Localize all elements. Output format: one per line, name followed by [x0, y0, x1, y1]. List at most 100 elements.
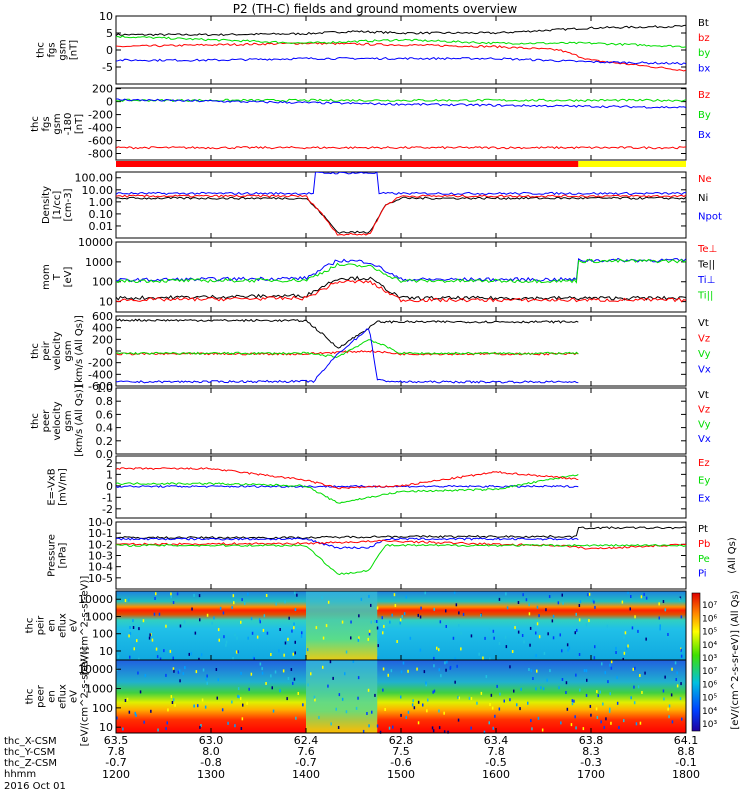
spectrogram-noise	[172, 656, 174, 660]
spectrogram-noise	[310, 672, 312, 676]
ephemeris-value: -0.8	[200, 756, 221, 769]
spectrogram-noise	[405, 716, 407, 719]
spectrogram-noise	[483, 730, 486, 734]
spectrogram-noise	[405, 595, 407, 599]
spectrogram-noise	[457, 718, 460, 722]
spectrogram-noise	[621, 600, 624, 604]
y-axis-label: thc	[30, 116, 41, 132]
spectrogram-noise	[116, 716, 118, 720]
spectrogram-noise	[129, 626, 131, 629]
spectrogram-noise	[368, 632, 371, 636]
legend-entry: Vt	[698, 390, 709, 401]
spectrogram-noise	[446, 660, 448, 664]
y-tick-label: -2	[102, 503, 113, 516]
y-axis-label: peir	[36, 615, 47, 635]
spectrogram-noise	[132, 626, 135, 629]
spectrogram-noise	[265, 682, 267, 685]
spectrogram-noise	[368, 629, 371, 633]
legend-entry: Ey	[698, 476, 710, 487]
spectrogram-noise	[283, 653, 285, 657]
spectrogram-noise	[478, 652, 480, 656]
spectrogram-noise	[445, 609, 447, 613]
spectrogram-noise	[341, 697, 344, 701]
y-tick-label: 10	[99, 721, 113, 734]
spectrogram-noise	[535, 687, 537, 691]
ephemeris-value: 63.5	[104, 734, 129, 747]
spectrogram-noise	[279, 628, 281, 631]
spectrogram-noise	[593, 600, 595, 604]
spectrogram-noise	[423, 670, 426, 674]
spectrogram-noise	[420, 606, 422, 610]
spectrogram-noise	[202, 668, 205, 672]
spectrogram-noise	[382, 631, 384, 635]
spectrogram-noise	[458, 696, 460, 700]
spectrogram-noise	[633, 701, 636, 705]
spectrogram-noise	[498, 642, 501, 645]
spectrogram-noise	[231, 700, 233, 704]
y-tick-label: -400	[88, 368, 113, 381]
spectrogram-noise	[498, 597, 501, 601]
y-axis-label: [eV/(cm^2-s-sr-eV)]	[80, 576, 91, 676]
colorbar-tick-label: 10³	[702, 720, 717, 730]
spectrogram-noise	[156, 655, 159, 659]
spectrogram-noise	[321, 596, 323, 600]
spectrogram-noise	[562, 601, 564, 605]
y-tick-label: 0	[106, 96, 113, 109]
spectrogram-noise	[195, 670, 198, 674]
spectrogram-noise	[165, 727, 167, 731]
spectrogram-noise	[400, 695, 402, 699]
y-tick-label: 0.8	[96, 395, 114, 408]
spectrogram-noise	[291, 629, 293, 633]
spectrogram-noise	[225, 640, 228, 644]
spectrogram-noise	[566, 643, 569, 647]
spectrogram-noise	[358, 636, 360, 640]
spectrogram-noise	[431, 726, 434, 730]
spectrogram-noise	[179, 679, 181, 683]
spectrogram-noise	[530, 669, 533, 673]
spectrogram-noise	[338, 693, 341, 697]
y-tick-label: 2	[106, 457, 113, 470]
spectrogram-noise	[627, 644, 629, 648]
y-axis-label: gsm	[63, 340, 74, 361]
ephemeris-value: 63.8	[579, 734, 604, 747]
spectrogram-noise	[376, 620, 378, 623]
spectrogram-noise	[438, 648, 440, 652]
y-tick-label: 1.00	[89, 196, 114, 209]
series-Ti	[116, 258, 686, 284]
spectrogram-noise	[438, 668, 440, 672]
spectrogram-noise	[417, 700, 420, 704]
y-axis-label: [eV/(cm^2-s-sr-eV)]	[80, 647, 91, 747]
spectrogram-noise	[322, 636, 325, 640]
ephemeris-value: 7.8	[107, 745, 125, 758]
spectrogram-noise	[520, 687, 522, 691]
spectrogram-noise	[178, 669, 181, 673]
spectrogram-noise	[643, 592, 645, 596]
spectrogram-noise	[535, 631, 537, 635]
series-Ez	[116, 467, 579, 490]
spectrogram-noise	[571, 702, 574, 706]
spectrogram-noise	[504, 635, 507, 639]
spectrogram-noise	[419, 615, 422, 619]
ephemeris-label: thc_X-CSM	[4, 736, 57, 747]
spectrogram-noise	[610, 721, 612, 725]
spectrogram-noise	[242, 703, 244, 707]
colorbar-tick-label: 10⁶	[702, 614, 717, 624]
spectrogram-noise	[670, 693, 673, 697]
ephemeris-value: 62.4	[294, 734, 319, 747]
spectrogram-noise	[659, 627, 661, 631]
ephemeris-value: 7.8	[487, 745, 505, 758]
spectrogram-noise	[358, 614, 360, 618]
spectrogram-noise	[261, 667, 263, 671]
spectrogram-noise	[284, 641, 287, 645]
spectrogram-noise	[138, 657, 140, 661]
spectrogram-noise	[295, 716, 297, 720]
spectrogram-noise	[315, 626, 318, 630]
spectrogram-noise	[400, 670, 403, 674]
spectrogram-noise	[480, 691, 483, 695]
ephemeris-value: 8.0	[202, 745, 220, 758]
spectrogram-noise	[205, 677, 208, 681]
series-Ni	[116, 196, 686, 234]
y-axis-label: eflux	[58, 613, 69, 638]
panel-frame	[115, 387, 687, 455]
